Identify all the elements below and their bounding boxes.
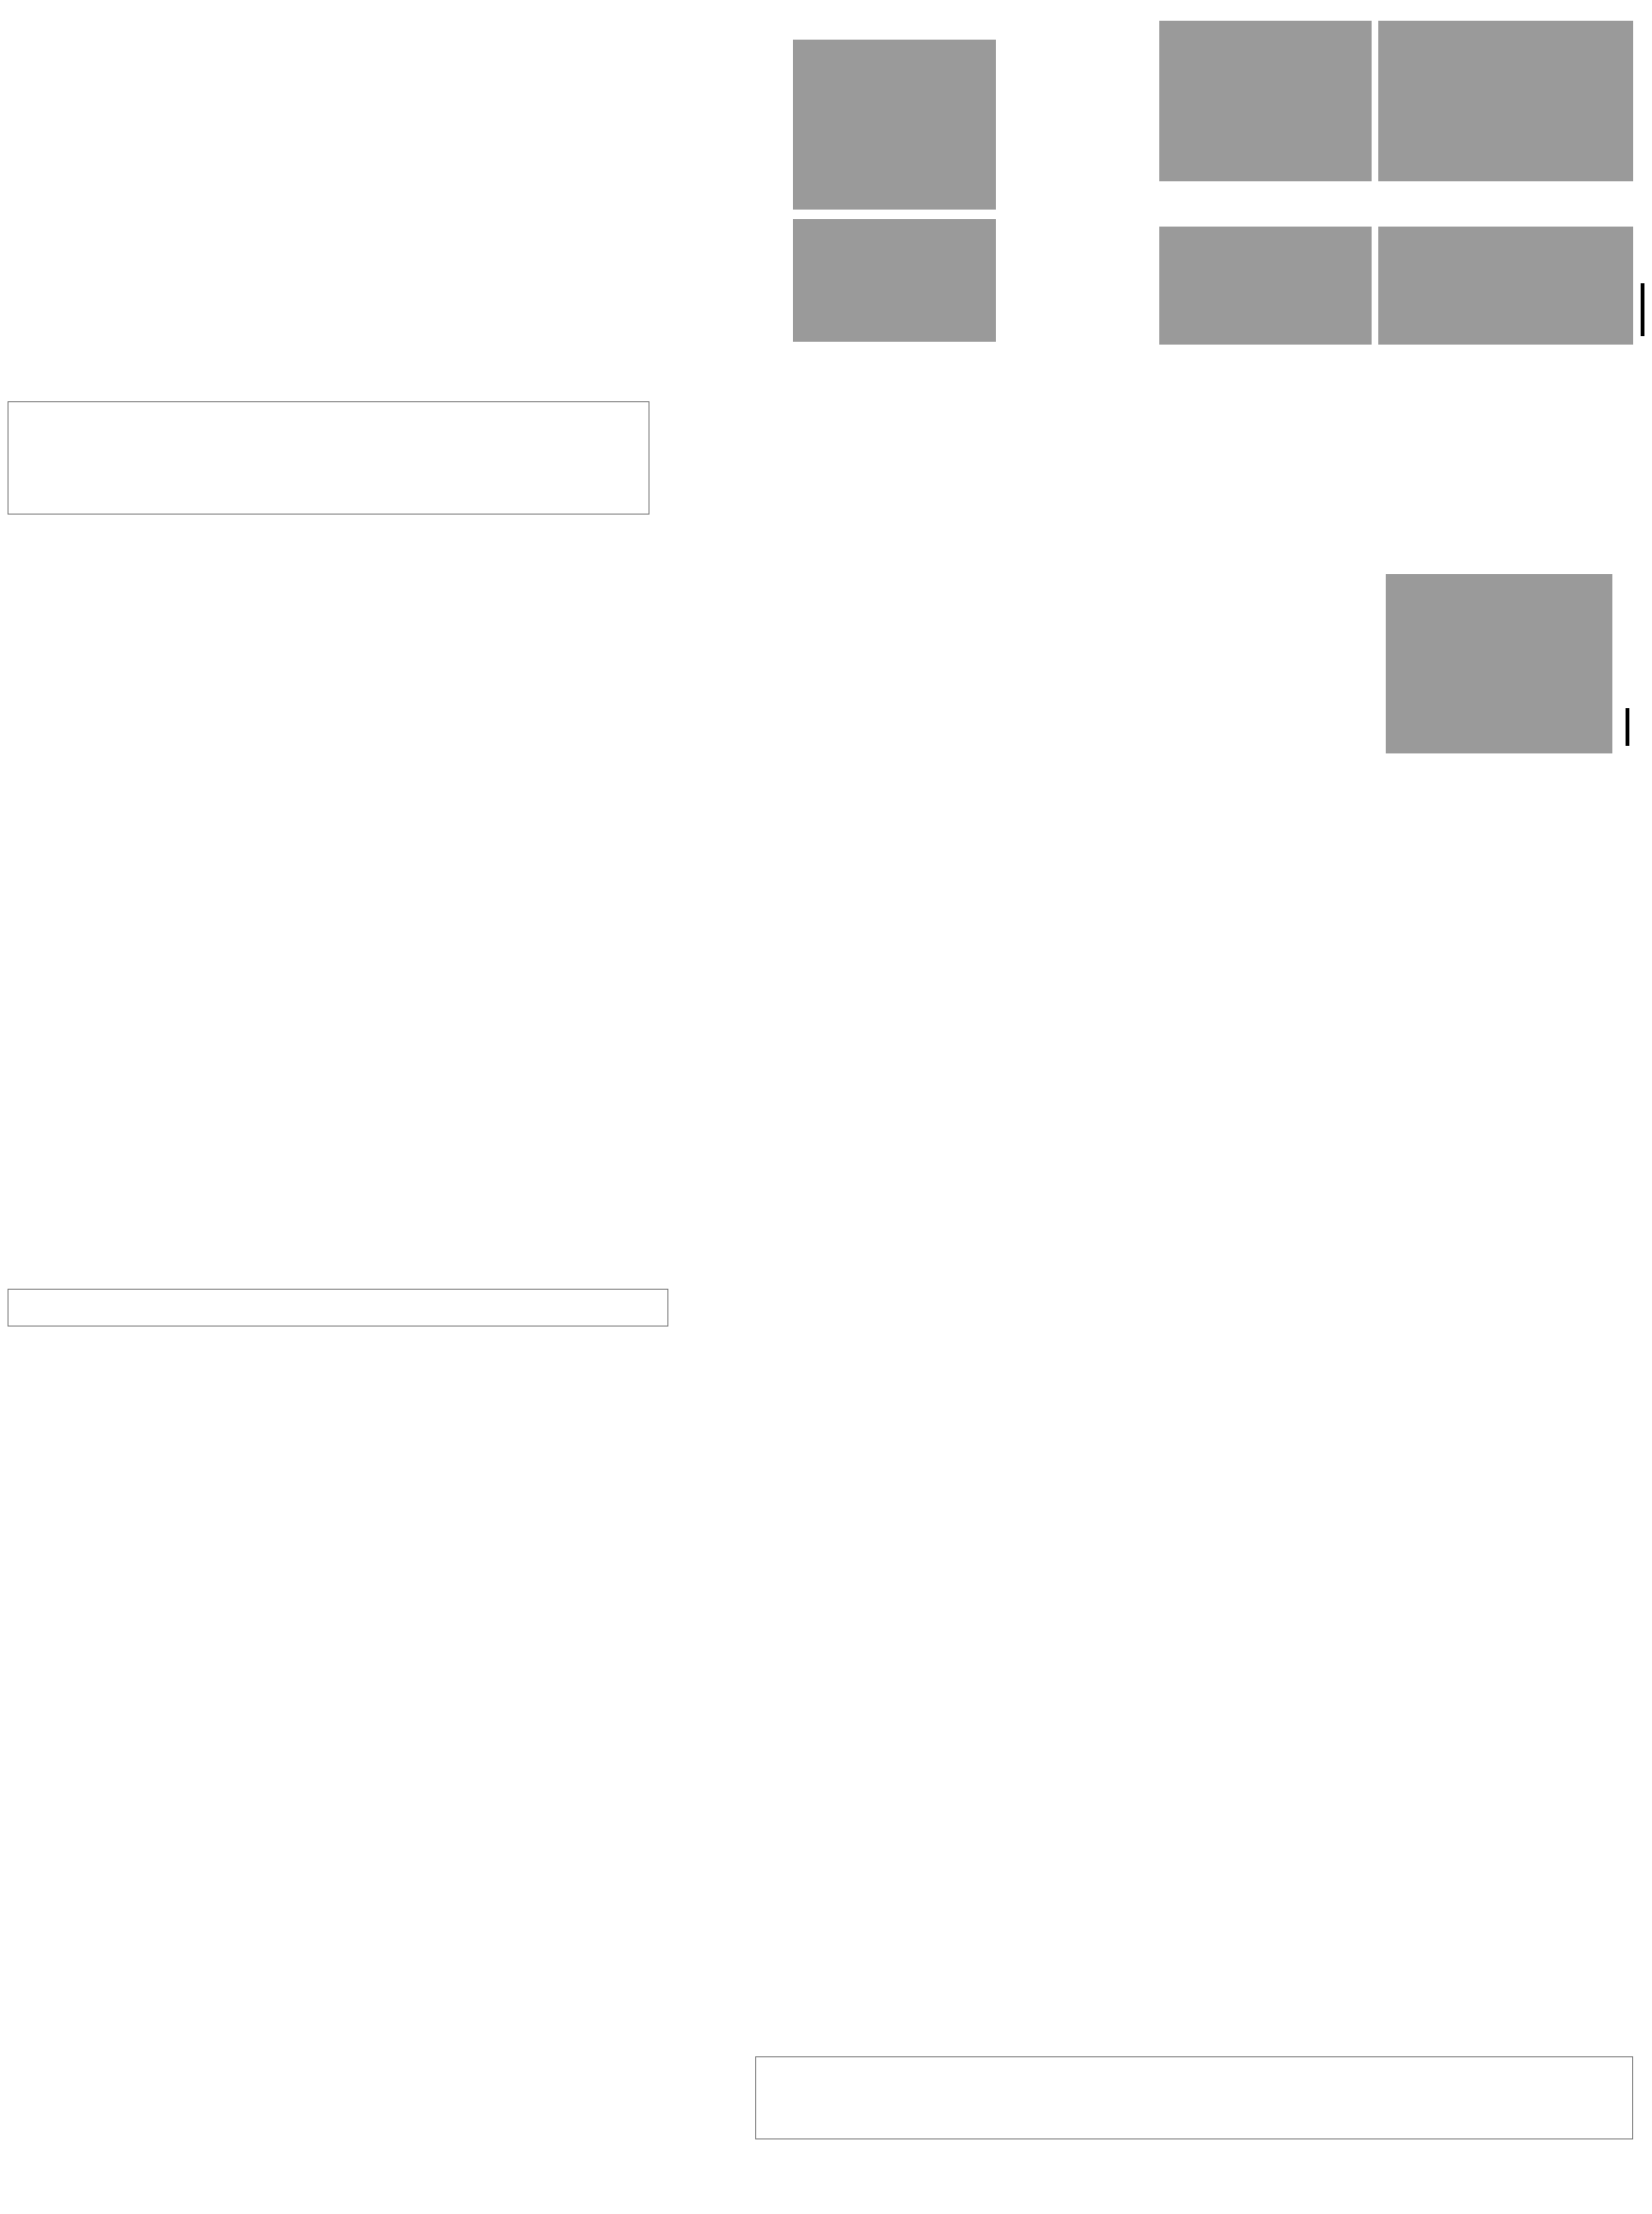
panel-h-plots bbox=[0, 1690, 699, 1992]
panel-f-plot bbox=[0, 1345, 699, 1666]
panel-c-image-antibiotic-kan bbox=[1159, 21, 1372, 181]
panel-g-legend-symbols bbox=[755, 2056, 1643, 2143]
panel-d-image bbox=[1386, 574, 1612, 753]
panel-c-image-control-untreated bbox=[793, 40, 996, 210]
panel-b-cip-plot bbox=[651, 552, 1312, 864]
panel-d-scale-bar bbox=[1626, 708, 1629, 746]
panel-g-plots bbox=[717, 939, 1652, 2072]
panel-e-legend-symbols bbox=[8, 1289, 678, 1330]
panel-c-image-glutathione-untreated bbox=[793, 219, 996, 342]
panel-d-arrowheads bbox=[1364, 571, 1647, 769]
panel-a-plots bbox=[0, 0, 661, 236]
panel-a-legend bbox=[8, 401, 649, 515]
panel-c-scale-bar bbox=[1641, 283, 1644, 336]
panel-g-legend bbox=[755, 2056, 1633, 2139]
panel-c-image-glutantibiotic-cip bbox=[1378, 227, 1633, 345]
panel-b-kan-plot bbox=[0, 552, 642, 864]
panel-a-legend-symbols bbox=[8, 401, 659, 524]
panel-e-legend bbox=[8, 1289, 668, 1327]
panel-c-image-glutantibiotic-kan bbox=[1159, 227, 1372, 345]
panel-e-plots bbox=[0, 939, 699, 1260]
panel-c-image-antibiotic-cip bbox=[1378, 21, 1633, 181]
